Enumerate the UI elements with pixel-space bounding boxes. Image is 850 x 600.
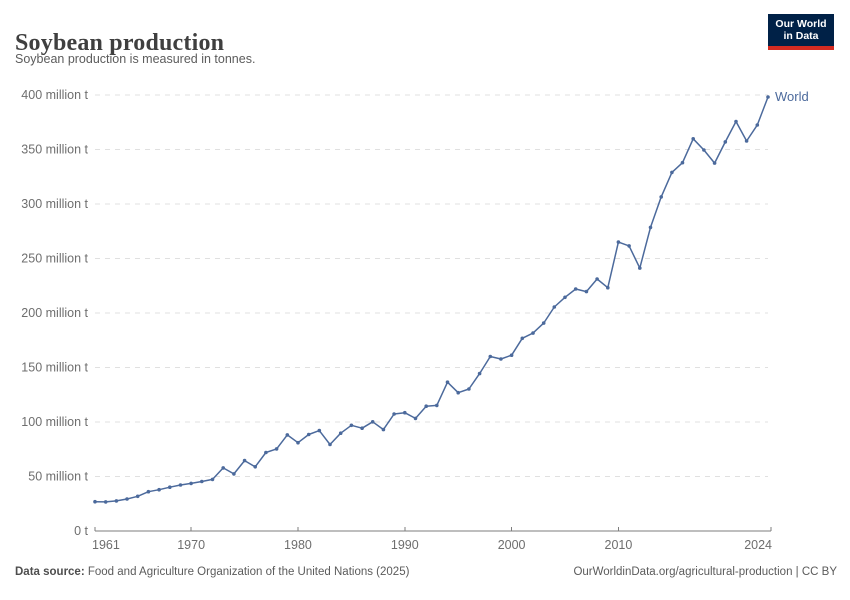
- x-axis-tick-label: 1980: [284, 538, 312, 552]
- data-point[interactable]: [135, 494, 140, 499]
- data-point[interactable]: [541, 321, 546, 325]
- data-point[interactable]: [338, 431, 343, 436]
- data-point[interactable]: [563, 295, 567, 300]
- data-point[interactable]: [702, 148, 706, 152]
- data-point[interactable]: [274, 447, 279, 451]
- data-point[interactable]: [403, 410, 407, 415]
- data-point[interactable]: [232, 472, 236, 476]
- data-point[interactable]: [424, 404, 429, 409]
- data-point[interactable]: [146, 489, 151, 494]
- data-point[interactable]: [744, 139, 749, 143]
- y-axis-tick-label: 250 million t: [21, 252, 88, 266]
- chart-subtitle: Soybean production is measured in tonnes…: [15, 52, 256, 66]
- data-point[interactable]: [413, 416, 418, 421]
- data-point[interactable]: [670, 170, 674, 175]
- data-point[interactable]: [349, 423, 354, 428]
- data-point[interactable]: [392, 412, 396, 416]
- data-point[interactable]: [178, 483, 183, 487]
- data-point[interactable]: [157, 487, 161, 492]
- x-axis-tick-label: 1990: [391, 538, 419, 552]
- data-point[interactable]: [573, 287, 578, 291]
- data-point[interactable]: [285, 433, 290, 437]
- chart-footer: Data source: Food and Agriculture Organi…: [15, 566, 837, 578]
- data-point[interactable]: [734, 119, 738, 124]
- data-point[interactable]: [381, 427, 386, 432]
- y-axis-tick-label: 0 t: [74, 524, 88, 538]
- data-point[interactable]: [723, 140, 728, 144]
- data-point[interactable]: [509, 353, 514, 358]
- data-point[interactable]: [253, 465, 257, 469]
- data-point[interactable]: [456, 390, 461, 395]
- data-point[interactable]: [328, 442, 332, 447]
- data-point[interactable]: [360, 426, 364, 431]
- y-axis-tick-label: 400 million t: [21, 88, 88, 102]
- data-point[interactable]: [125, 497, 129, 501]
- data-point[interactable]: [680, 160, 685, 165]
- data-point[interactable]: [467, 387, 471, 391]
- x-axis-tick-label: 2010: [605, 538, 633, 552]
- data-point[interactable]: [168, 485, 172, 490]
- owid-license-link[interactable]: OurWorldinData.org/agricultural-producti…: [573, 566, 837, 578]
- x-axis-tick-label: 2024: [744, 538, 772, 552]
- y-axis-tick-label: 150 million t: [21, 361, 88, 375]
- data-point[interactable]: [93, 499, 97, 504]
- data-source-note: Data source: Food and Agriculture Organi…: [15, 566, 409, 578]
- data-point[interactable]: [435, 403, 439, 408]
- data-point[interactable]: [200, 479, 204, 484]
- data-point[interactable]: [221, 466, 225, 470]
- owid-logo-line1: Our World: [775, 17, 827, 30]
- y-axis-tick-label: 350 million t: [21, 143, 88, 157]
- data-point[interactable]: [755, 123, 760, 127]
- data-point[interactable]: [712, 161, 717, 165]
- owid-logo-line2: in Data: [783, 30, 819, 42]
- data-point[interactable]: [477, 371, 482, 376]
- data-point[interactable]: [210, 477, 215, 482]
- data-point[interactable]: [659, 195, 663, 199]
- data-point[interactable]: [552, 305, 557, 309]
- owid-logo[interactable]: Our World in Data: [768, 14, 834, 50]
- data-point[interactable]: [595, 277, 599, 281]
- data-point[interactable]: [499, 357, 503, 361]
- data-source-label: Data source:: [15, 566, 85, 578]
- data-point[interactable]: [242, 458, 247, 463]
- data-point[interactable]: [627, 244, 631, 248]
- data-point[interactable]: [531, 331, 535, 335]
- page-title: Soybean production: [15, 30, 225, 57]
- data-point[interactable]: [296, 440, 300, 445]
- chart-plot-area[interactable]: 0 t 50 million t 100 million t 150 million …: [0, 80, 850, 560]
- data-source-text: Food and Agriculture Organization of the…: [84, 566, 410, 578]
- data-point[interactable]: [317, 428, 322, 433]
- data-point[interactable]: [691, 137, 695, 141]
- data-point[interactable]: [638, 266, 642, 270]
- data-point[interactable]: [445, 380, 450, 385]
- x-axis-tick-label: 1961: [92, 538, 120, 552]
- y-axis-tick-label: 50 million t: [28, 470, 88, 484]
- y-axis-tick-label: 200 million t: [21, 306, 88, 320]
- data-point[interactable]: [520, 336, 525, 341]
- data-point[interactable]: [488, 354, 493, 359]
- line-chart-canvas[interactable]: 0 t 50 million t 100 million t 150 million …: [0, 80, 850, 560]
- data-point[interactable]: [370, 420, 375, 424]
- series-label-world[interactable]: World: [775, 88, 809, 104]
- data-point[interactable]: [103, 500, 108, 504]
- data-point[interactable]: [264, 450, 268, 455]
- x-axis-tick-label: 2000: [498, 538, 526, 552]
- data-point[interactable]: [766, 95, 770, 99]
- y-axis-tick-label: 300 million t: [21, 197, 88, 211]
- data-point[interactable]: [606, 285, 610, 290]
- x-axis-tick-label: 1970: [177, 538, 205, 552]
- data-point[interactable]: [306, 432, 311, 437]
- data-point[interactable]: [648, 225, 653, 230]
- y-axis-tick-label: 100 million t: [21, 415, 88, 429]
- data-point[interactable]: [189, 481, 193, 486]
- series-line-world[interactable]: [94, 96, 769, 503]
- data-point[interactable]: [114, 499, 119, 503]
- data-point[interactable]: [584, 289, 589, 294]
- data-point[interactable]: [616, 240, 621, 244]
